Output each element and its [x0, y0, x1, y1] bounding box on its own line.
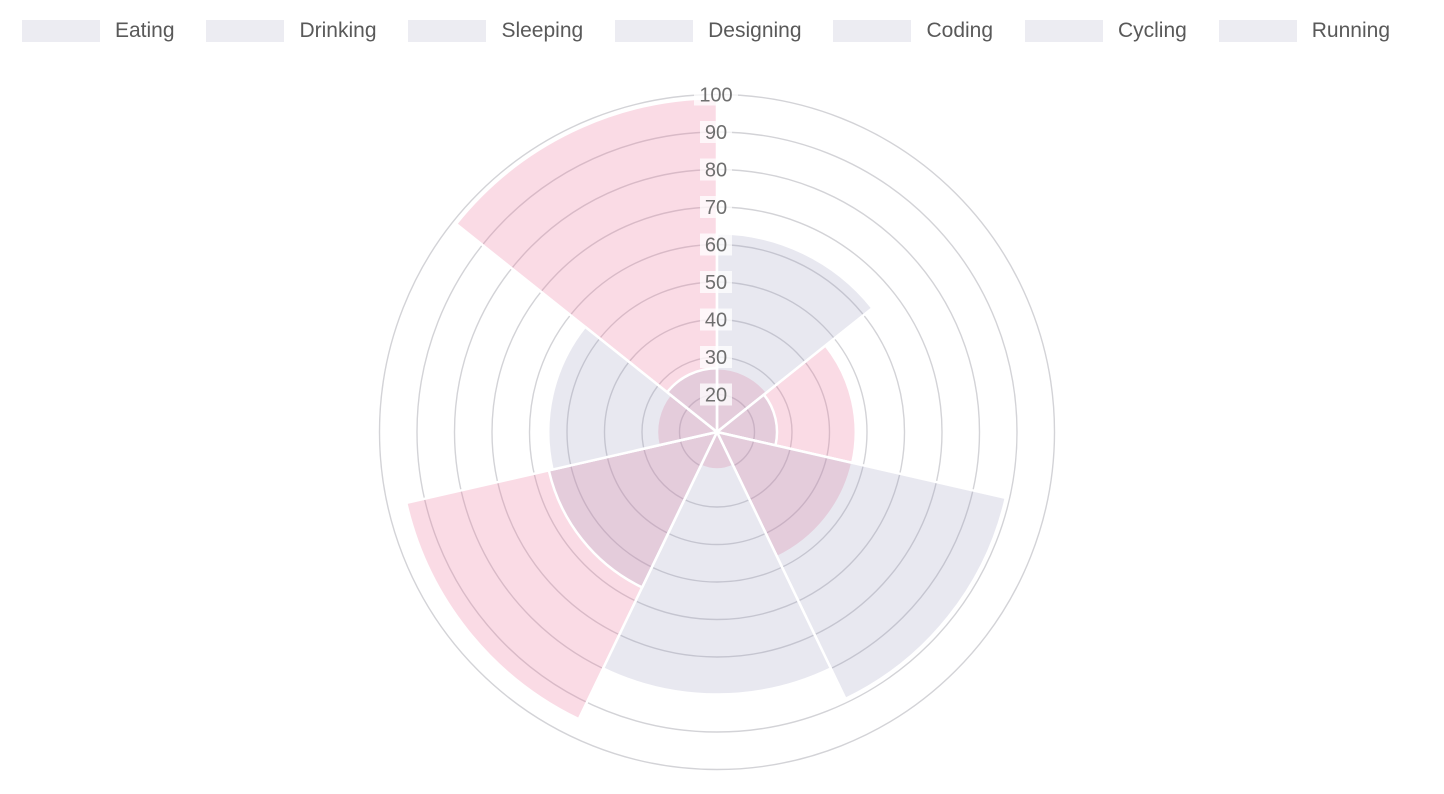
wedge-cycling-lavender-series[interactable] [547, 325, 719, 471]
radial-tick-label-60: 60 [705, 235, 727, 257]
legend-item-running[interactable]: Running [1218, 19, 1390, 42]
tick-backdrop [700, 383, 732, 406]
legend-swatch-icon [206, 20, 285, 42]
legend-item-label: Coding [926, 19, 994, 42]
legend-item-cycling[interactable]: Cycling [1024, 19, 1187, 42]
legend-item-label: Drinking [299, 19, 377, 42]
tick-backdrop [700, 308, 732, 331]
legend-swatch-icon [408, 20, 487, 42]
legend-item-eating[interactable]: Eating [22, 20, 175, 42]
legend-item-sleeping[interactable]: Sleeping [408, 20, 583, 42]
legend-swatch-icon [615, 20, 694, 42]
legend-item-label: Designing [708, 19, 802, 42]
chart-legend: Eating Drinking Sleeping Designing Codin… [0, 20, 1444, 42]
legend-item-coding[interactable]: Coding [833, 20, 993, 42]
legend-item-label: Running [1311, 19, 1390, 42]
legend-item-designing[interactable]: Designing [615, 19, 802, 42]
wedge-sleeping-lavender-series[interactable] [715, 430, 1008, 701]
radial-tick-label-100: 100 [699, 85, 732, 107]
tick-backdrop [700, 271, 732, 293]
wedge-sleeping-pink-series[interactable] [715, 430, 854, 559]
radial-tick-label-80: 80 [705, 160, 727, 182]
legend-item-label: Sleeping [501, 19, 584, 42]
tick-backdrop [700, 158, 732, 181]
radial-tick-label-40: 40 [705, 310, 727, 332]
wedge-designing-lavender-series[interactable] [601, 430, 833, 696]
legend-swatch-icon [1218, 20, 1297, 42]
tick-backdrop [700, 121, 732, 143]
radial-tick-label-30: 30 [705, 347, 727, 369]
tick-backdrop [700, 196, 732, 218]
radial-tick-label-90: 90 [705, 122, 727, 144]
legend-item-label: Eating [115, 19, 175, 42]
legend-swatch-icon [833, 20, 912, 42]
wedge-running-pink-series[interactable] [454, 97, 719, 434]
wedge-coding-pink-series[interactable] [404, 430, 719, 721]
radial-tick-label-50: 50 [705, 272, 727, 294]
wedge-drinking-pink-series[interactable] [715, 344, 857, 465]
radial-tick-label-20: 20 [705, 385, 727, 407]
tick-backdrop [694, 83, 738, 106]
legend-item-drinking[interactable]: Drinking [206, 19, 377, 42]
tick-backdrop [700, 346, 732, 368]
legend-swatch-icon [1024, 20, 1103, 42]
tick-backdrop [700, 233, 732, 256]
legend-item-label: Cycling [1117, 19, 1187, 42]
radial-tick-label-70: 70 [705, 197, 727, 219]
legend-swatch-icon [22, 20, 100, 42]
wedge-coding-lavender-series[interactable] [547, 430, 719, 589]
